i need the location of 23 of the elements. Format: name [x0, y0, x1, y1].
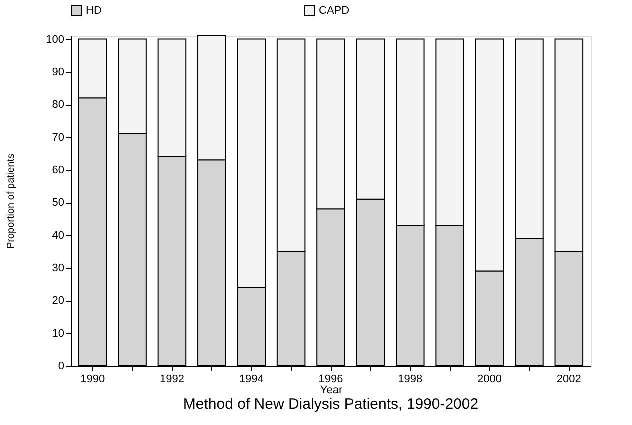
y-tick-label: 50 — [52, 197, 64, 210]
y-tick-label: 40 — [52, 230, 64, 242]
legend-label: HD — [86, 4, 102, 17]
y-tick-label: 90 — [52, 66, 64, 78]
y-tick-label: 100 — [46, 34, 64, 46]
y-tick-label: 80 — [52, 99, 64, 112]
y-tick-label: 0 — [58, 360, 64, 372]
x-axis-title: Year — [320, 384, 343, 396]
x-tick-label: 1994 — [239, 374, 264, 386]
text: Method of New Dialysis Patients, 1990-2002 — [183, 396, 479, 413]
x-tick-label: 2000 — [478, 374, 502, 386]
y-tick-label: 30 — [52, 262, 64, 274]
y-tick-label: 60 — [52, 164, 64, 176]
x-tick-label: 1990 — [80, 374, 106, 386]
y-axis-title: Proportion of patients — [6, 154, 18, 250]
y-tick-label: 10 — [52, 328, 64, 340]
legend-label: CAPD — [319, 4, 350, 17]
x-tick-label: 1998 — [398, 374, 423, 386]
x-tick-label: 1992 — [160, 374, 184, 386]
x-tick-label: 1996 — [318, 374, 344, 386]
y-tick-label: 20 — [52, 295, 64, 308]
x-tick-label: 2002 — [556, 374, 582, 386]
y-tick-label: 70 — [52, 132, 64, 144]
